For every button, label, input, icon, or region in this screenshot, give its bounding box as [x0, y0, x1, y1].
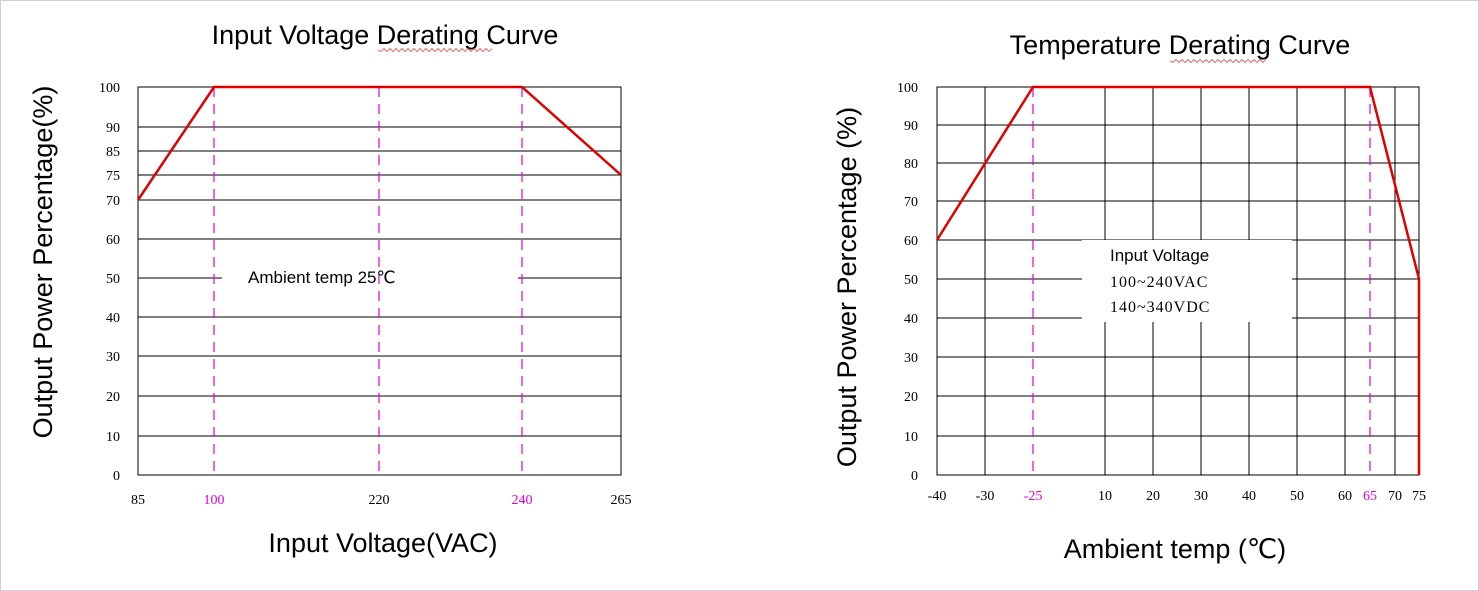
y-tick-label: 0 [911, 469, 918, 484]
x-tick-label: -40 [928, 489, 947, 504]
x-tick-label: 100 [204, 493, 225, 508]
x-tick-label: 75 [1412, 489, 1426, 504]
annotation-text: 140~340VDC [1110, 299, 1210, 316]
y-tick-label: 10 [904, 430, 918, 445]
y-tick-label: 0 [113, 469, 120, 484]
y-tick-label: 30 [904, 351, 918, 366]
x-tick-label: 60 [1338, 489, 1352, 504]
spellcheck-underline [1169, 58, 1267, 64]
x-tick-label: 265 [611, 493, 632, 508]
y-tick-label: 80 [904, 157, 918, 172]
y-tick-label: 85 [106, 145, 120, 160]
y-tick-label: 70 [904, 195, 918, 210]
annotation-box [1082, 240, 1292, 322]
y-axis-label: Output Power Percentage (%) [832, 107, 862, 467]
series-line [136, 85, 622, 201]
chart-1: Input Voltage Derating Curve Input Voltag… [28, 20, 632, 558]
x-axis-label: Ambient temp (℃) [1064, 534, 1286, 564]
y-tick-label: 90 [904, 119, 918, 134]
x-tick-label: 70 [1388, 489, 1402, 504]
annotation-text: Ambient temp 25℃ [248, 268, 396, 287]
annotation-text: Input Voltage [1110, 246, 1209, 265]
x-tick-label: -30 [976, 489, 995, 504]
y-tick-label: 40 [106, 311, 120, 326]
annotation-box [222, 262, 518, 296]
chart-title: Input Voltage Derating Curve [212, 20, 559, 50]
y-tick-label: 100 [99, 81, 120, 96]
y-tick-label: 100 [897, 81, 918, 96]
x-tick-label: 20 [1146, 489, 1160, 504]
y-tick-label: 20 [904, 390, 918, 405]
x-tick-label: 85 [131, 493, 145, 508]
y-tick-label: 70 [106, 194, 120, 209]
x-tick-label: 10 [1098, 489, 1112, 504]
x-tick-label: 65 [1363, 489, 1377, 504]
chart-title: Temperature Derating Curve [1010, 30, 1351, 60]
y-tick-label: 40 [904, 312, 918, 327]
annotation-text: 100~240VAC [1110, 274, 1208, 291]
y-axis-label: Output Power Percentage(%) [28, 86, 58, 439]
y-tick-label: 90 [106, 121, 120, 136]
y-tick-label: 10 [106, 430, 120, 445]
x-tick-label: 40 [1242, 489, 1256, 504]
chart-2: Temperature Derating Curve Ambient temp (… [832, 30, 1426, 564]
x-tick-label: 240 [512, 493, 533, 508]
x-tick-label: -25 [1024, 489, 1043, 504]
y-tick-label: 60 [904, 234, 918, 249]
y-tick-label: 75 [106, 169, 120, 184]
y-tick-label: 50 [904, 273, 918, 288]
x-tick-label: 220 [369, 493, 390, 508]
x-axis-label: Input Voltage(VAC) [268, 528, 497, 558]
x-tick-label: 30 [1194, 489, 1208, 504]
spellcheck-underline [377, 47, 493, 53]
x-tick-label: 50 [1290, 489, 1304, 504]
y-tick-label: 50 [106, 272, 120, 287]
y-tick-label: 20 [106, 390, 120, 405]
y-tick-label: 60 [106, 233, 120, 248]
y-tick-label: 30 [106, 350, 120, 365]
